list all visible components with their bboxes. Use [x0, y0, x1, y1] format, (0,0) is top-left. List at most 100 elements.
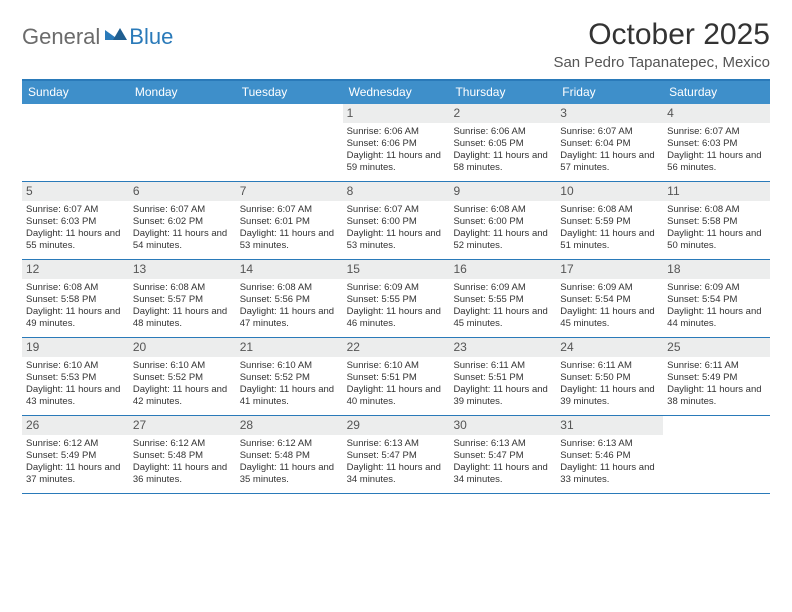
daylight-text: Daylight: 11 hours and 44 minutes. [667, 306, 766, 330]
sunset-text: Sunset: 6:03 PM [667, 138, 766, 150]
day-content: Sunrise: 6:13 AMSunset: 5:47 PMDaylight:… [449, 435, 556, 493]
day-number: 26 [22, 416, 129, 435]
daylight-text: Daylight: 11 hours and 54 minutes. [133, 228, 232, 252]
sunset-text: Sunset: 5:49 PM [26, 450, 125, 462]
logo-text-general: General [22, 24, 100, 50]
day-content: Sunrise: 6:13 AMSunset: 5:46 PMDaylight:… [556, 435, 663, 493]
week-block: 567891011Sunrise: 6:07 AMSunset: 6:03 PM… [22, 182, 770, 260]
sunrise-text: Sunrise: 6:13 AM [453, 438, 552, 450]
day-number: 1 [343, 104, 450, 123]
day-number: 9 [449, 182, 556, 201]
sunrise-text: Sunrise: 6:11 AM [667, 360, 766, 372]
day-content: Sunrise: 6:12 AMSunset: 5:49 PMDaylight:… [22, 435, 129, 493]
sunset-text: Sunset: 5:51 PM [453, 372, 552, 384]
day-number-row: 567891011 [22, 182, 770, 201]
day-number: 15 [343, 260, 450, 279]
day-content: Sunrise: 6:09 AMSunset: 5:55 PMDaylight:… [449, 279, 556, 337]
weekday-header: Monday [129, 81, 236, 104]
day-number [236, 104, 343, 123]
sunrise-text: Sunrise: 6:09 AM [667, 282, 766, 294]
sunset-text: Sunset: 5:58 PM [667, 216, 766, 228]
day-number: 12 [22, 260, 129, 279]
sunset-text: Sunset: 5:47 PM [347, 450, 446, 462]
day-content [22, 123, 129, 181]
daylight-text: Daylight: 11 hours and 39 minutes. [453, 384, 552, 408]
day-number: 25 [663, 338, 770, 357]
sunrise-text: Sunrise: 6:08 AM [667, 204, 766, 216]
day-content: Sunrise: 6:08 AMSunset: 5:57 PMDaylight:… [129, 279, 236, 337]
sunrise-text: Sunrise: 6:07 AM [26, 204, 125, 216]
sunset-text: Sunset: 5:54 PM [560, 294, 659, 306]
sunrise-text: Sunrise: 6:08 AM [26, 282, 125, 294]
sunrise-text: Sunrise: 6:08 AM [560, 204, 659, 216]
sunset-text: Sunset: 5:47 PM [453, 450, 552, 462]
day-number: 24 [556, 338, 663, 357]
sunrise-text: Sunrise: 6:13 AM [347, 438, 446, 450]
day-content: Sunrise: 6:13 AMSunset: 5:47 PMDaylight:… [343, 435, 450, 493]
day-content: Sunrise: 6:07 AMSunset: 6:03 PMDaylight:… [22, 201, 129, 259]
day-content-row: Sunrise: 6:07 AMSunset: 6:03 PMDaylight:… [22, 201, 770, 259]
day-number: 20 [129, 338, 236, 357]
daylight-text: Daylight: 11 hours and 55 minutes. [26, 228, 125, 252]
month-title: October 2025 [553, 18, 770, 52]
title-block: October 2025 San Pedro Tapanatepec, Mexi… [553, 18, 770, 71]
sunrise-text: Sunrise: 6:07 AM [560, 126, 659, 138]
day-number-row: 262728293031 [22, 416, 770, 435]
sunset-text: Sunset: 5:46 PM [560, 450, 659, 462]
weekday-header: Sunday [22, 81, 129, 104]
sunset-text: Sunset: 5:48 PM [133, 450, 232, 462]
day-number: 3 [556, 104, 663, 123]
day-number-row: 12131415161718 [22, 260, 770, 279]
header: General Blue October 2025 San Pedro Tapa… [22, 18, 770, 71]
day-content [663, 435, 770, 493]
daylight-text: Daylight: 11 hours and 37 minutes. [26, 462, 125, 486]
day-content: Sunrise: 6:10 AMSunset: 5:52 PMDaylight:… [236, 357, 343, 415]
logo-mark-icon [105, 26, 127, 49]
day-content: Sunrise: 6:07 AMSunset: 6:01 PMDaylight:… [236, 201, 343, 259]
day-number: 22 [343, 338, 450, 357]
daylight-text: Daylight: 11 hours and 39 minutes. [560, 384, 659, 408]
sunset-text: Sunset: 5:48 PM [240, 450, 339, 462]
sunrise-text: Sunrise: 6:10 AM [133, 360, 232, 372]
sunrise-text: Sunrise: 6:08 AM [133, 282, 232, 294]
daylight-text: Daylight: 11 hours and 58 minutes. [453, 150, 552, 174]
day-content [236, 123, 343, 181]
day-number: 29 [343, 416, 450, 435]
sunset-text: Sunset: 5:58 PM [26, 294, 125, 306]
day-content: Sunrise: 6:07 AMSunset: 6:03 PMDaylight:… [663, 123, 770, 181]
logo: General Blue [22, 24, 173, 50]
day-content-row: Sunrise: 6:08 AMSunset: 5:58 PMDaylight:… [22, 279, 770, 337]
day-number: 18 [663, 260, 770, 279]
sunrise-text: Sunrise: 6:09 AM [347, 282, 446, 294]
daylight-text: Daylight: 11 hours and 41 minutes. [240, 384, 339, 408]
sunrise-text: Sunrise: 6:10 AM [26, 360, 125, 372]
sunset-text: Sunset: 5:53 PM [26, 372, 125, 384]
daylight-text: Daylight: 11 hours and 45 minutes. [453, 306, 552, 330]
sunset-text: Sunset: 5:59 PM [560, 216, 659, 228]
day-content: Sunrise: 6:10 AMSunset: 5:53 PMDaylight:… [22, 357, 129, 415]
daylight-text: Daylight: 11 hours and 47 minutes. [240, 306, 339, 330]
sunset-text: Sunset: 5:55 PM [347, 294, 446, 306]
day-content: Sunrise: 6:08 AMSunset: 5:58 PMDaylight:… [663, 201, 770, 259]
day-content: Sunrise: 6:09 AMSunset: 5:55 PMDaylight:… [343, 279, 450, 337]
day-content: Sunrise: 6:06 AMSunset: 6:06 PMDaylight:… [343, 123, 450, 181]
daylight-text: Daylight: 11 hours and 38 minutes. [667, 384, 766, 408]
daylight-text: Daylight: 11 hours and 59 minutes. [347, 150, 446, 174]
day-number: 27 [129, 416, 236, 435]
weekday-header: Tuesday [236, 81, 343, 104]
daylight-text: Daylight: 11 hours and 42 minutes. [133, 384, 232, 408]
daylight-text: Daylight: 11 hours and 43 minutes. [26, 384, 125, 408]
day-content: Sunrise: 6:06 AMSunset: 6:05 PMDaylight:… [449, 123, 556, 181]
sunrise-text: Sunrise: 6:07 AM [240, 204, 339, 216]
weekday-header: Thursday [449, 81, 556, 104]
daylight-text: Daylight: 11 hours and 51 minutes. [560, 228, 659, 252]
day-number: 10 [556, 182, 663, 201]
daylight-text: Daylight: 11 hours and 36 minutes. [133, 462, 232, 486]
daylight-text: Daylight: 11 hours and 50 minutes. [667, 228, 766, 252]
day-content-row: Sunrise: 6:06 AMSunset: 6:06 PMDaylight:… [22, 123, 770, 181]
sunset-text: Sunset: 5:49 PM [667, 372, 766, 384]
day-number: 8 [343, 182, 450, 201]
day-number [663, 416, 770, 435]
daylight-text: Daylight: 11 hours and 57 minutes. [560, 150, 659, 174]
day-number: 30 [449, 416, 556, 435]
